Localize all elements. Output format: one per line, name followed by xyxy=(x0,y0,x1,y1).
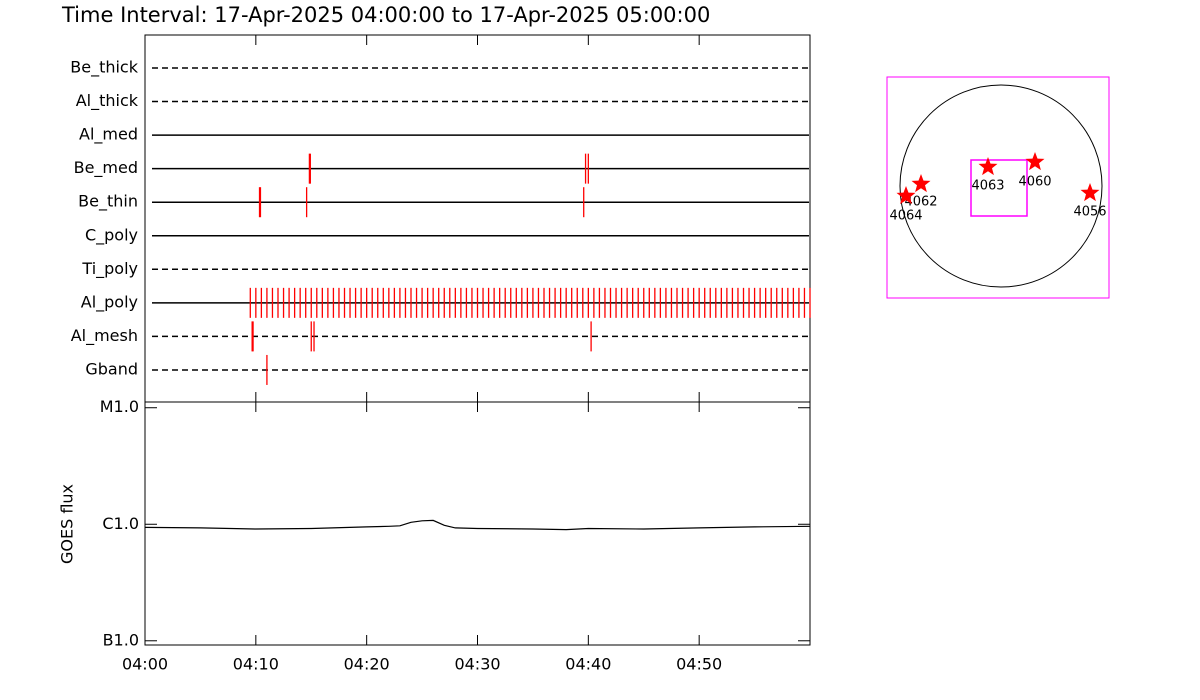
x-tick-label: 04:00 xyxy=(122,655,168,674)
region-star xyxy=(1025,152,1045,171)
y-axis-label: GOES flux xyxy=(58,484,77,564)
region-star xyxy=(896,186,916,205)
region-label: 4062 xyxy=(904,195,937,210)
x-tick-label: 04:30 xyxy=(454,655,500,674)
filter-label: Al_thick xyxy=(76,91,139,111)
filter-label: Gband xyxy=(85,359,138,378)
filter-label: Al_mesh xyxy=(71,326,138,346)
x-tick-label: 04:40 xyxy=(565,655,611,674)
x-tick-label: 04:10 xyxy=(233,655,279,674)
chart-title: Time Interval: 17-Apr-2025 04:00:00 to 1… xyxy=(61,3,710,27)
region-label: 4056 xyxy=(1073,205,1106,220)
filter-label: Al_poly xyxy=(81,292,138,312)
filter-label: Ti_poly xyxy=(81,259,138,279)
filter-label: Be_med xyxy=(74,158,138,178)
map-frame xyxy=(886,76,1110,299)
region-star xyxy=(978,157,998,176)
timeline-frame xyxy=(144,34,811,403)
y-tick-label: C1.0 xyxy=(102,514,139,533)
region-star xyxy=(1080,183,1100,202)
region-label: 4064 xyxy=(889,209,922,224)
region-label: 4060 xyxy=(1018,175,1051,190)
fov-box xyxy=(970,159,1028,217)
goes-line xyxy=(144,519,811,531)
region-star xyxy=(911,174,931,193)
filter-label: Be_thick xyxy=(70,58,138,78)
goes-frame xyxy=(144,401,811,646)
region-label: 4063 xyxy=(971,179,1004,194)
x-tick-label: 04:50 xyxy=(676,655,722,674)
filter-label: C_poly xyxy=(85,225,138,245)
filter-label: Al_med xyxy=(79,125,138,145)
y-tick-label: M1.0 xyxy=(100,397,139,416)
filter-label: Be_thin xyxy=(78,192,138,212)
x-tick-label: 04:20 xyxy=(344,655,390,674)
solar-limb xyxy=(899,84,1103,288)
y-tick-label: B1.0 xyxy=(103,630,139,649)
